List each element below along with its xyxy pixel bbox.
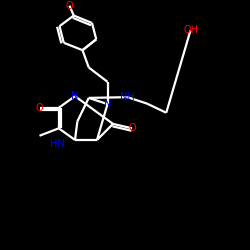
- Text: N: N: [71, 91, 79, 101]
- Text: NH: NH: [120, 92, 135, 102]
- Text: N: N: [104, 99, 111, 109]
- Text: O: O: [128, 123, 136, 133]
- Text: HN: HN: [50, 139, 65, 149]
- Text: O: O: [66, 1, 73, 11]
- Text: O: O: [36, 103, 43, 113]
- Text: OH: OH: [183, 26, 198, 36]
